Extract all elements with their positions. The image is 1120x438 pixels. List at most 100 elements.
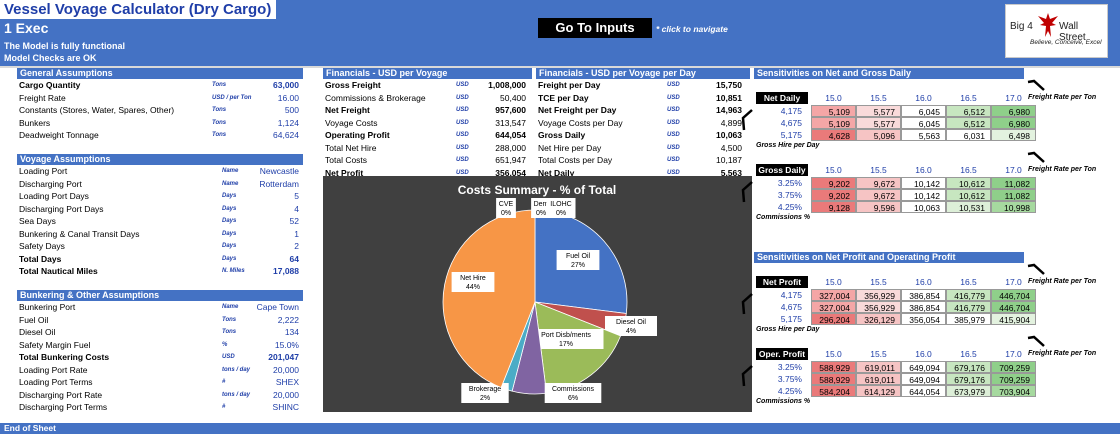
row-value[interactable]: 4 bbox=[294, 203, 299, 214]
table-cell[interactable]: 9,672 bbox=[856, 177, 901, 189]
table-cell[interactable]: 356,054 bbox=[901, 313, 946, 325]
table-cell[interactable]: 9,672 bbox=[856, 189, 901, 201]
row-value[interactable]: 20,000 bbox=[273, 364, 299, 375]
row-value[interactable]: 10,851 bbox=[716, 92, 742, 103]
row-value[interactable]: 50,400 bbox=[500, 92, 526, 103]
table-cell[interactable]: 584,204 bbox=[811, 385, 856, 397]
row-value[interactable]: 16.00 bbox=[277, 92, 299, 103]
table-cell[interactable]: 709,259 bbox=[991, 373, 1036, 385]
table-cell[interactable]: 6,512 bbox=[946, 117, 991, 129]
row-value[interactable]: SHINC bbox=[272, 402, 299, 412]
row-value[interactable]: 10,063 bbox=[716, 130, 742, 140]
table-cell[interactable]: 10,612 bbox=[946, 177, 991, 189]
row-value[interactable]: 1,008,000 bbox=[488, 80, 526, 90]
row-value[interactable]: SHEX bbox=[275, 377, 299, 387]
table-cell[interactable]: 5,577 bbox=[856, 117, 901, 129]
table-cell[interactable]: 446,704 bbox=[991, 301, 1036, 313]
table-cell[interactable]: 327,004 bbox=[811, 301, 856, 313]
row-value[interactable]: 15,750 bbox=[716, 80, 742, 90]
row-value[interactable]: 15.0% bbox=[274, 339, 299, 350]
row-value[interactable]: 356,054 bbox=[495, 167, 526, 178]
row-value[interactable]: 2 bbox=[294, 241, 299, 251]
table-cell[interactable]: 614,129 bbox=[856, 385, 901, 397]
table-cell[interactable]: 6,031 bbox=[946, 129, 991, 141]
row-value[interactable]: 4,899 bbox=[720, 117, 742, 128]
row-value[interactable]: 20,000 bbox=[273, 389, 299, 400]
table-cell[interactable]: 9,128 bbox=[811, 201, 856, 213]
row-value[interactable]: 52 bbox=[289, 216, 299, 226]
table-cell[interactable]: 10,531 bbox=[946, 201, 991, 213]
table-cell[interactable]: 679,176 bbox=[946, 373, 991, 385]
table-cell[interactable]: 416,779 bbox=[946, 289, 991, 301]
table-cell[interactable]: 9,596 bbox=[856, 201, 901, 213]
table-cell[interactable]: 588,929 bbox=[811, 361, 856, 373]
table-cell[interactable]: 644,054 bbox=[901, 385, 946, 397]
row-value[interactable]: Rotterdam bbox=[259, 178, 299, 189]
row-value[interactable]: 957,600 bbox=[495, 105, 526, 115]
table-cell[interactable]: 446,704 bbox=[991, 289, 1036, 301]
row-value[interactable]: 64,624 bbox=[273, 130, 299, 140]
table-cell[interactable]: 5,577 bbox=[856, 105, 901, 117]
table-cell[interactable]: 385,979 bbox=[946, 313, 991, 325]
row-value[interactable]: 1,124 bbox=[277, 117, 299, 128]
table-cell[interactable]: 386,854 bbox=[901, 301, 946, 313]
row-value[interactable]: Newcastle bbox=[259, 166, 299, 176]
row-value[interactable]: 2,222 bbox=[277, 314, 299, 325]
table-cell[interactable]: 10,998 bbox=[991, 201, 1036, 213]
table-cell[interactable]: 10,063 bbox=[901, 201, 946, 213]
table-cell[interactable]: 386,854 bbox=[901, 289, 946, 301]
row-value[interactable]: 17,088 bbox=[273, 266, 299, 276]
table-cell[interactable]: 673,979 bbox=[946, 385, 991, 397]
row-value[interactable]: 500 bbox=[284, 105, 299, 115]
table-cell[interactable]: 9,202 bbox=[811, 189, 856, 201]
table-cell[interactable]: 6,980 bbox=[991, 117, 1036, 129]
table-cell[interactable]: 703,904 bbox=[991, 385, 1036, 397]
row-value[interactable]: 10,187 bbox=[716, 155, 742, 165]
table-cell[interactable]: 5,109 bbox=[811, 105, 856, 117]
table-cell[interactable]: 6,980 bbox=[991, 105, 1036, 117]
row-value[interactable]: 63,000 bbox=[273, 80, 299, 90]
row-value[interactable]: 4,500 bbox=[720, 142, 742, 153]
row-value[interactable]: 651,947 bbox=[495, 155, 526, 165]
table-cell[interactable]: 679,176 bbox=[946, 361, 991, 373]
table-cell[interactable]: 10,142 bbox=[901, 189, 946, 201]
table-cell[interactable]: 11,082 bbox=[991, 177, 1036, 189]
row-value[interactable]: 14,963 bbox=[716, 105, 742, 115]
table-cell[interactable]: 356,929 bbox=[856, 301, 901, 313]
table-cell[interactable]: 649,094 bbox=[901, 373, 946, 385]
table-cell[interactable]: 415,904 bbox=[991, 313, 1036, 325]
table-cell[interactable]: 619,011 bbox=[856, 373, 901, 385]
row-value[interactable]: 644,054 bbox=[495, 130, 526, 140]
table-cell[interactable]: 10,142 bbox=[901, 177, 946, 189]
row-value[interactable]: 201,047 bbox=[268, 352, 299, 362]
row-value[interactable]: 288,000 bbox=[495, 142, 526, 153]
table-cell[interactable]: 709,259 bbox=[991, 361, 1036, 373]
table-cell[interactable]: 5,563 bbox=[901, 129, 946, 141]
table-cell[interactable]: 6,512 bbox=[946, 105, 991, 117]
table-cell[interactable]: 296,204 bbox=[811, 313, 856, 325]
table-cell[interactable]: 619,011 bbox=[856, 361, 901, 373]
table-cell[interactable]: 649,094 bbox=[901, 361, 946, 373]
table-cell[interactable]: 4,628 bbox=[811, 129, 856, 141]
table-cell[interactable]: 588,929 bbox=[811, 373, 856, 385]
row-value[interactable]: 5,563 bbox=[720, 167, 742, 178]
table-cell[interactable]: 6,045 bbox=[901, 117, 946, 129]
table-cell[interactable]: 11,082 bbox=[991, 189, 1036, 201]
table-cell[interactable]: 5,096 bbox=[856, 129, 901, 141]
table-cell[interactable]: 9,202 bbox=[811, 177, 856, 189]
table-cell[interactable]: 327,004 bbox=[811, 289, 856, 301]
table-cell[interactable]: 356,929 bbox=[856, 289, 901, 301]
table-cell[interactable]: 5,109 bbox=[811, 117, 856, 129]
row-value[interactable]: 1 bbox=[294, 228, 299, 239]
table-cell[interactable]: 10,612 bbox=[946, 189, 991, 201]
row-value[interactable]: 134 bbox=[284, 327, 299, 337]
table-cell[interactable]: 6,498 bbox=[991, 129, 1036, 141]
table-cell[interactable]: 326,129 bbox=[856, 313, 901, 325]
row-value[interactable]: 5 bbox=[294, 191, 299, 201]
row-value[interactable]: 64 bbox=[289, 253, 299, 264]
row-value[interactable]: Cape Town bbox=[256, 302, 299, 312]
go-to-inputs-button[interactable]: Go To Inputs bbox=[538, 18, 652, 38]
table-cell[interactable]: 6,045 bbox=[901, 105, 946, 117]
row-value[interactable]: 313,547 bbox=[495, 117, 526, 128]
table-cell[interactable]: 416,779 bbox=[946, 301, 991, 313]
